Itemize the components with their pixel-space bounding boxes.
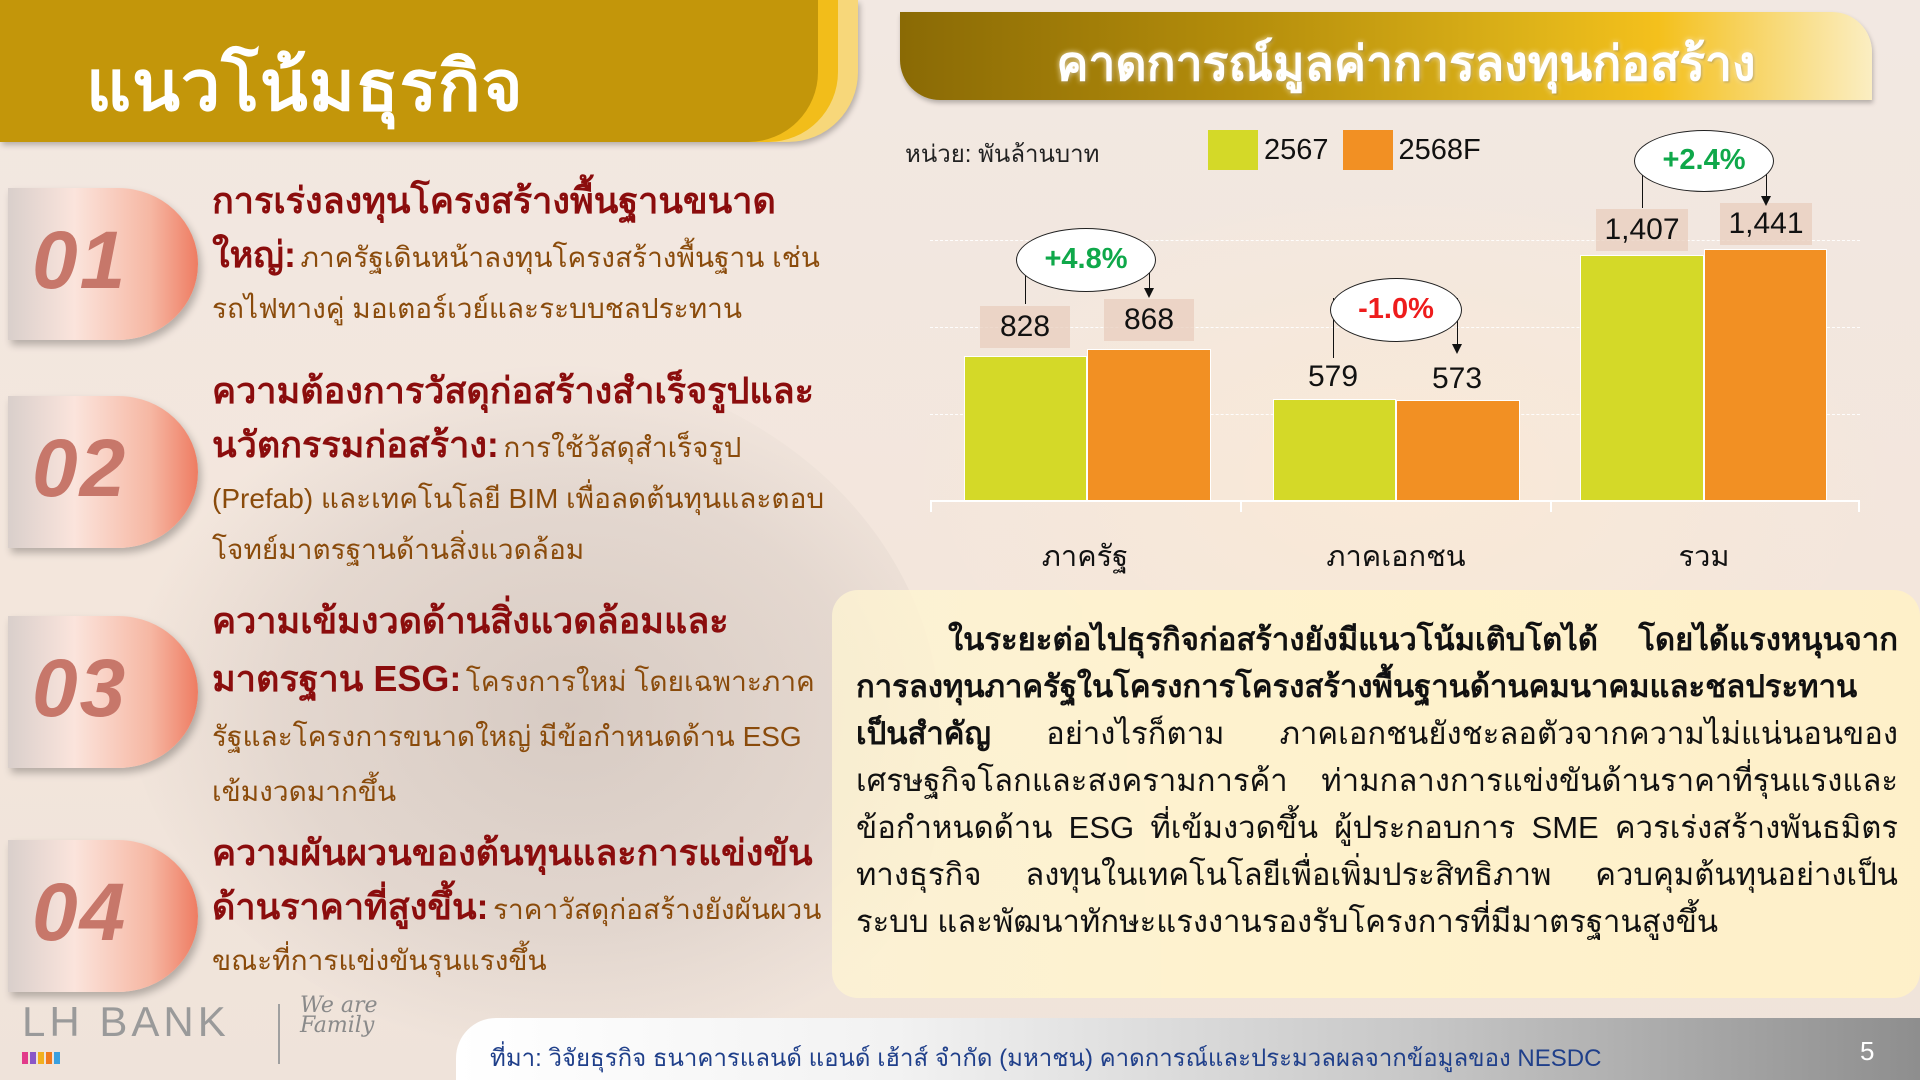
change-bubble: +4.8% (1016, 228, 1156, 292)
item-body: ราคาวัสดุก่อสร้างยังผันผวน ขณะที่การแข่ง… (212, 894, 822, 976)
left-header: แนวโน้มธุรกิจ (0, 0, 860, 142)
unit-label: หน่วย: พันล้านบาท (905, 141, 1100, 168)
item-heading: ความต้องการวัสดุก่อสร้างสำเร็จรูปและนวัต… (212, 370, 814, 465)
x-axis (930, 500, 1860, 502)
value-label: 1,407 (1596, 209, 1688, 251)
connector-line (1457, 298, 1458, 346)
lh-bank-logo: LH BANK (22, 998, 230, 1064)
item-text: ความต้องการวัสดุก่อสร้างสำเร็จรูปและนวัต… (212, 368, 832, 578)
category-label: ภาคเอกชน (1326, 541, 1466, 573)
legend-label: 2568F (1398, 133, 1481, 166)
bar-2567-total (1580, 255, 1704, 501)
legend-item-2567: 2567 (1208, 130, 1329, 170)
summary-paragraph: ในระยะต่อไปธุรกิจก่อสร้างยังมีแนวโน้มเติ… (856, 616, 1898, 945)
item-body: การใช้วัสดุสำเร็จรูป (Prefab) และเทคโนโล… (212, 432, 825, 565)
header-layer (0, 0, 818, 142)
footer-bar (456, 1018, 1920, 1080)
legend-swatch (1342, 130, 1393, 170)
item-heading: การเร่งลงทุนโครงสร้างพื้นฐานขนาดใหญ่: (212, 180, 776, 275)
number-tab: 03 (8, 616, 198, 768)
trend-item-01: 01 การเร่งลงทุนโครงสร้างพื้นฐานขนาดใหญ่:… (0, 178, 840, 348)
number-tab: 02 (8, 396, 198, 548)
trend-item-03: 03 ความเข้มงวดด้านสิ่งแวดล้อมและมาตรฐาน … (0, 596, 840, 807)
axis-tick (1240, 500, 1242, 512)
legend-swatch (1208, 130, 1258, 170)
page-title: แนวโน้มธุรกิจ (86, 47, 524, 125)
item-number: 03 (32, 643, 128, 734)
change-bubble: -1.0% (1330, 278, 1462, 342)
bar-2568f-private (1396, 400, 1520, 501)
item-heading: ความผันผวนของต้นทุนและการแข่งขันด้านราคา… (212, 832, 813, 927)
summary-bold: ในระยะต่อไปธุรกิจก่อสร้างยังมีแนวโน้มเติ… (856, 622, 1898, 751)
item-body: ภาครัฐเดินหน้าลงทุนโครงสร้างพื้นฐาน เช่น… (212, 242, 820, 324)
item-text: ความผันผวนของต้นทุนและการแข่งขันด้านราคา… (212, 830, 832, 989)
logo-text: LH BANK (22, 998, 230, 1045)
category-label: ภาครัฐ (1041, 541, 1129, 573)
bar-2567-private (1273, 399, 1396, 501)
item-text: การเร่งลงทุนโครงสร้างพื้นฐานขนาดใหญ่: ภา… (212, 178, 832, 337)
trend-item-04: 04 ความผันผวนของต้นทุนและการแข่งขันด้านร… (0, 830, 840, 1000)
item-number: 02 (32, 423, 128, 514)
value-label: 868 (1104, 299, 1194, 341)
value-label: 579 (1307, 360, 1359, 393)
tagline-logo: We are Family (300, 993, 378, 1038)
arrow-down-icon (1452, 344, 1462, 354)
chart-legend: 2567 2568F (1208, 130, 1487, 170)
gridline (930, 240, 1860, 241)
value-label: 573 (1431, 362, 1483, 395)
bar-2568f-total (1704, 249, 1827, 501)
legend-label: 2567 (1264, 133, 1329, 166)
summary-box: ในระยะต่อไปธุรกิจก่อสร้างยังมีแนวโน้มเติ… (832, 590, 1920, 998)
connector-line (1333, 298, 1334, 358)
chart-title-banner: คาดการณ์มูลค่าการลงทุนก่อสร้าง (900, 12, 1872, 100)
number-tab: 04 (8, 840, 198, 992)
value-label: 828 (980, 306, 1070, 348)
page-number: 5 (1860, 1036, 1875, 1066)
connector-line (1642, 154, 1643, 208)
change-bubble: +2.4% (1634, 130, 1774, 192)
axis-tick (930, 500, 932, 512)
arrow-down-icon (1761, 196, 1771, 206)
bar-chart: 828 868 +4.8% ภาครัฐ 579 573 -1.0% ภาคเอ… (930, 130, 1860, 580)
axis-tick (1550, 500, 1552, 512)
item-text: ความเข้มงวดด้านสิ่งแวดล้อมและมาตรฐาน ESG… (212, 596, 832, 822)
bar-2568f-public (1087, 349, 1211, 501)
item-heading: ความเข้มงวดด้านสิ่งแวดล้อมและมาตรฐาน ESG… (212, 600, 729, 699)
number-tab: 01 (8, 188, 198, 340)
connector-line (1766, 154, 1767, 198)
summary-rest: อย่างไรก็ตาม ภาคเอกชนยังชะลอตัวจากความไม… (856, 716, 1898, 939)
item-number: 01 (32, 215, 128, 306)
item-body: โครงการใหม่ โดยเฉพาะภาครัฐและโครงการขนาด… (212, 666, 815, 807)
source-note: ที่มา: วิจัยธุรกิจ ธนาคารแลนด์ แอนด์ เฮ้… (490, 1045, 1602, 1072)
bar-2567-public (964, 356, 1087, 501)
item-number: 04 (32, 867, 128, 958)
logo-divider (278, 1004, 280, 1064)
axis-tick (1858, 500, 1860, 512)
category-label: รวม (1678, 541, 1730, 573)
trend-item-02: 02 ความต้องการวัสดุก่อสร้างสำเร็จรูปและน… (0, 368, 840, 568)
value-label: 1,441 (1720, 203, 1812, 245)
chart-title: คาดการณ์มูลค่าการลงทุนก่อสร้าง (1056, 38, 1756, 91)
arrow-down-icon (1144, 288, 1154, 298)
legend-item-2568f: 2568F (1342, 130, 1481, 170)
connector-line (1025, 252, 1026, 304)
logo-stripes-icon (22, 1052, 230, 1064)
